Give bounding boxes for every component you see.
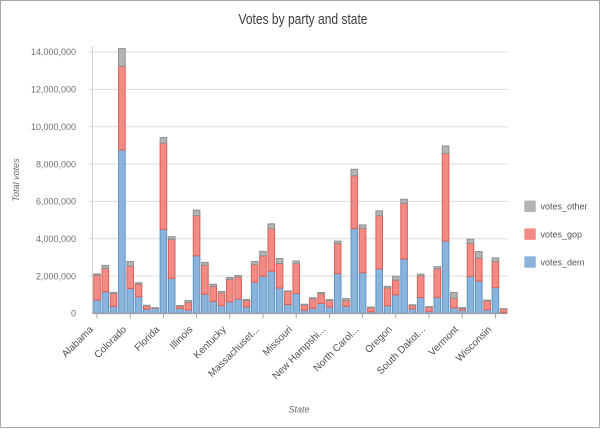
svg-text:State: State [288, 404, 309, 414]
svg-text:votes_dem: votes_dem [541, 258, 585, 268]
svg-text:votes_other: votes_other [541, 202, 588, 212]
svg-text:Total votes: Total votes [11, 158, 21, 202]
svg-text:6,000,000: 6,000,000 [36, 197, 76, 207]
svg-text:0: 0 [71, 309, 76, 319]
svg-text:12,000,000: 12,000,000 [31, 85, 76, 95]
svg-text:14,000,000: 14,000,000 [31, 47, 76, 57]
svg-text:Votes by party and state: Votes by party and state [239, 12, 368, 28]
svg-text:votes_gop: votes_gop [541, 230, 583, 240]
svg-text:10,000,000: 10,000,000 [31, 122, 76, 132]
svg-text:2,000,000: 2,000,000 [36, 271, 76, 281]
svg-text:4,000,000: 4,000,000 [36, 234, 76, 244]
svg-text:8,000,000: 8,000,000 [36, 159, 76, 169]
